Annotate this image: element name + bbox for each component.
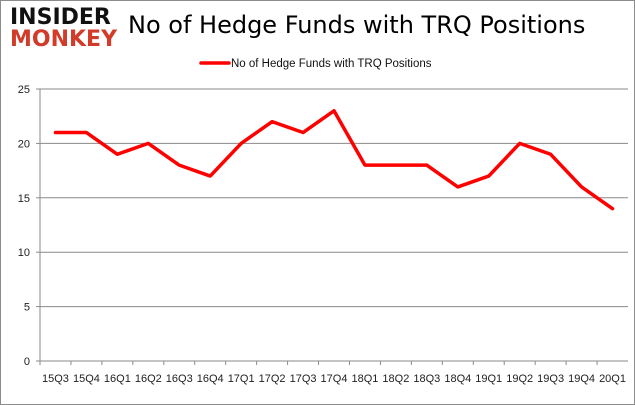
x-tick-label: 18Q2 xyxy=(382,373,409,385)
series-line xyxy=(53,109,615,211)
chart-title: No of Hedge Funds with TRQ Positions xyxy=(128,11,586,39)
y-tick-label: 5 xyxy=(24,302,30,314)
y-tick-label: 15 xyxy=(18,193,30,205)
legend-label: No of Hedge Funds with TRQ Positions xyxy=(231,58,432,70)
x-tick-label: 18Q3 xyxy=(413,373,440,385)
x-tick-label: 16Q1 xyxy=(104,373,131,385)
x-tick-label: 19Q3 xyxy=(537,373,564,385)
x-tick-label: 16Q3 xyxy=(166,373,193,385)
y-tick-label: 0 xyxy=(24,356,30,368)
x-tick-label: 16Q2 xyxy=(135,373,162,385)
x-tick-label: 17Q3 xyxy=(290,373,317,385)
x-tick-label: 15Q4 xyxy=(73,373,100,385)
insider-monkey-logo: INSIDER MONKEY xyxy=(10,7,117,51)
x-tick-label: 18Q1 xyxy=(351,373,378,385)
y-tick-label: 10 xyxy=(18,247,30,259)
logo-line2: MONKEY xyxy=(10,27,118,52)
x-tick-label: 17Q4 xyxy=(321,373,348,385)
x-tick-label: 19Q1 xyxy=(475,373,502,385)
x-tick-label: 17Q2 xyxy=(259,373,286,385)
x-tick-label: 20Q1 xyxy=(599,373,626,385)
x-tick-label: 17Q1 xyxy=(228,373,255,385)
x-tick-label: 15Q3 xyxy=(42,373,69,385)
y-tick-label: 20 xyxy=(18,138,30,150)
y-tick-label: 25 xyxy=(18,84,30,96)
x-tick-label: 16Q4 xyxy=(197,373,224,385)
x-tick-label: 18Q4 xyxy=(444,373,471,385)
x-tick-label: 19Q4 xyxy=(568,373,595,385)
logo-line1: INSIDER xyxy=(10,5,111,30)
x-tick-label: 19Q2 xyxy=(506,373,533,385)
